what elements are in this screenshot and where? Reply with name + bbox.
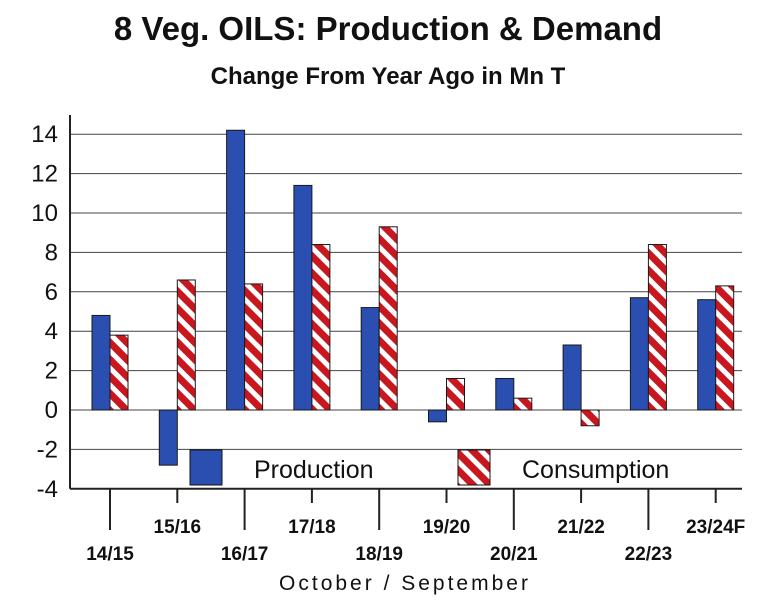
y-tick-label: 6 — [45, 279, 58, 306]
legend-swatch-production — [189, 449, 223, 486]
legend: Production Consumption — [189, 449, 669, 486]
y-axis-ticks: 14 12 10 8 6 4 2 0 -2 -4 — [31, 121, 58, 503]
bar-consumption-16-17 — [244, 283, 264, 411]
y-tick-label: 10 — [31, 200, 58, 227]
y-tick-label: -4 — [37, 476, 58, 503]
bar-consumption-20-21 — [513, 397, 533, 411]
bar-production-18-19 — [360, 307, 380, 411]
x-tick-label: 23/24F — [686, 517, 745, 538]
legend-label-consumption: Consumption — [522, 456, 669, 484]
bar-consumption-23-24F — [715, 285, 735, 411]
bar-consumption-17-18 — [311, 244, 331, 411]
y-tick-label: 14 — [31, 121, 58, 148]
bar-consumption-19-20 — [446, 377, 465, 411]
x-tick-label: 20/21 — [490, 544, 538, 565]
x-tick-label: 17/18 — [288, 517, 336, 538]
x-tick-label: 14/15 — [86, 544, 134, 565]
bar-production-15-16 — [158, 409, 178, 466]
bars — [91, 129, 735, 466]
bar-consumption-21-22 — [580, 409, 600, 427]
x-tick-label: 18/19 — [355, 544, 403, 565]
legend-swatch-consumption — [457, 449, 491, 486]
x-tick-label: 19/20 — [423, 517, 471, 538]
y-tick-label: 0 — [45, 397, 58, 424]
x-tick-label: 16/17 — [221, 544, 269, 565]
chart-subtitle: Change From Year Ago in Mn T — [211, 63, 566, 90]
x-tick-label: 22/23 — [625, 544, 673, 565]
x-axis-ticks: 14/15 15/16 16/17 17/18 18/19 19/20 20/21 21/22… — [86, 488, 745, 565]
y-tick-label: -2 — [37, 436, 58, 463]
bar-consumption-18-19 — [378, 226, 398, 411]
x-tick-label: 15/16 — [154, 517, 202, 538]
y-tick-label: 4 — [45, 318, 58, 345]
chart-title: 8 Veg. OILS: Production & Demand — [114, 10, 662, 47]
y-tick-label: 12 — [31, 161, 58, 188]
bar-production-20-21 — [495, 377, 515, 411]
bar-production-23-24F — [697, 299, 717, 411]
y-tick-label: 8 — [45, 239, 58, 266]
bar-production-14-15 — [91, 314, 111, 411]
legend-label-production: Production — [254, 456, 374, 484]
x-axis-label: October / September — [279, 572, 531, 595]
bar-consumption-15-16 — [176, 279, 196, 411]
x-tick-label: 21/22 — [557, 517, 605, 538]
bar-consumption-14-15 — [109, 334, 129, 411]
bar-production-22-23 — [629, 297, 649, 411]
bar-production-21-22 — [562, 344, 582, 411]
bar-production-17-18 — [293, 184, 313, 411]
bar-consumption-22-23 — [647, 244, 667, 411]
bar-production-19-20 — [428, 409, 447, 423]
bar-production-16-17 — [226, 129, 246, 411]
y-tick-label: 2 — [45, 358, 58, 385]
